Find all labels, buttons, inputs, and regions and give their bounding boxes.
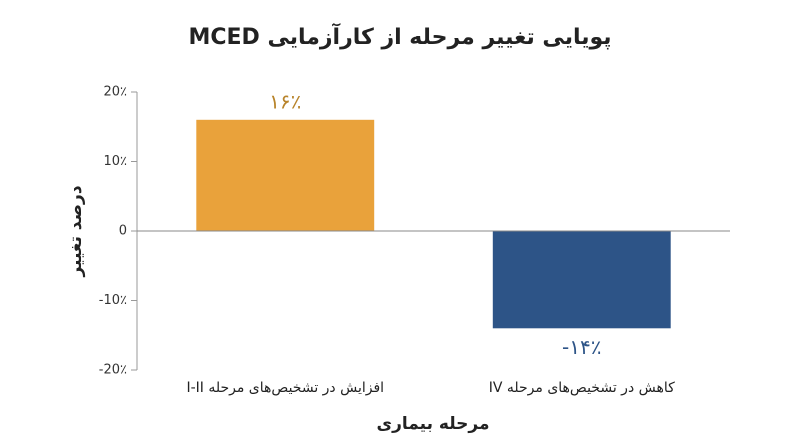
y-tick-label: 0: [119, 224, 127, 239]
y-tick-label: -10٪: [99, 293, 127, 308]
bar: [196, 119, 375, 231]
value-label: -۱۴٪: [562, 335, 601, 359]
chart-title: پویایی تغییر مرحله از کارآزمایی MCED: [188, 22, 611, 50]
y-tick-label: 20٪: [103, 85, 127, 100]
x-axis-label: مرحله بیماری: [377, 414, 490, 434]
y-tick-label: -20٪: [99, 363, 127, 378]
bar: [492, 231, 671, 329]
value-label: ۱۶٪: [269, 89, 301, 113]
y-tick-label: 10٪: [103, 154, 127, 169]
category-label: کاهش در تشخیص‌های مرحله IV: [489, 380, 675, 396]
category-label: افزایش در تشخیص‌های مرحله I-II: [186, 380, 384, 396]
y-axis-label: درصد تغییر: [66, 185, 86, 277]
